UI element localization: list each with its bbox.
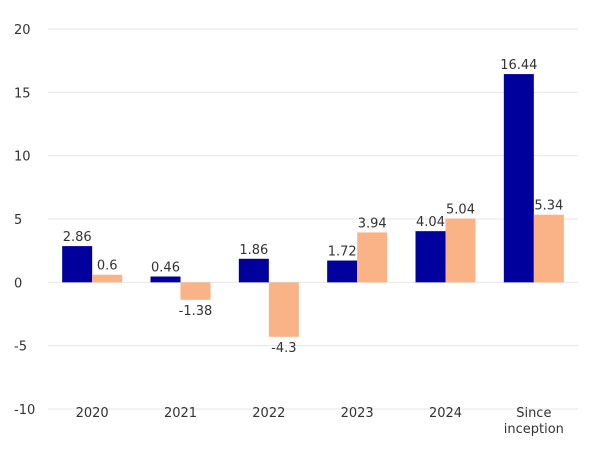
data-label: 1.86: [239, 243, 268, 258]
x-category-label: 2020: [76, 406, 109, 421]
data-label: 5.34: [534, 199, 563, 214]
data-label: 5.04: [446, 202, 475, 217]
y-axis-ticks: 20 15 10 5 0 -5 -10: [14, 23, 35, 418]
y-tick-label: 5: [14, 213, 22, 228]
y-tick-label: -5: [14, 340, 27, 355]
y-tick-label: 10: [14, 150, 31, 165]
y-tick-label: 0: [14, 276, 22, 291]
y-tick-label: 15: [14, 86, 31, 101]
bar: [357, 232, 388, 283]
data-label: 0.6: [97, 259, 118, 274]
x-category-line: inception: [504, 422, 564, 437]
data-label: 16.44: [500, 58, 537, 73]
gridlines: [48, 28, 578, 410]
data-label: -4.3: [271, 341, 296, 356]
data-labels: 2.86 0.6 0.46 -1.38 1.86 -4.3 1.723.94 4.045.04…: [63, 58, 564, 356]
x-axis-categories: 2020 2021 2022 2023 2024 Since inception: [76, 406, 564, 437]
data-label: 3.94: [358, 216, 387, 231]
data-label: 4.04: [416, 215, 445, 230]
x-category-label: 2022: [252, 406, 285, 421]
bar: [503, 74, 534, 283]
data-label: 2.86: [63, 230, 92, 245]
data-label: 0.46: [151, 261, 180, 276]
bar: [180, 282, 211, 300]
bars: [62, 74, 564, 337]
x-category-line: 2024: [429, 406, 462, 421]
x-category-label: Since inception: [504, 406, 564, 437]
bar: [62, 246, 93, 283]
x-category-line: Since: [516, 406, 551, 421]
bar: [445, 218, 476, 283]
bar: [92, 274, 123, 283]
x-category-line: 2023: [341, 406, 374, 421]
y-tick-label: 20: [14, 23, 31, 38]
x-category-label: 2024: [429, 406, 462, 421]
bar: [415, 231, 446, 283]
data-label: 1.72: [328, 245, 357, 260]
y-tick-label: -10: [14, 403, 35, 418]
x-category-label: 2021: [164, 406, 197, 421]
x-category-line: 2020: [76, 406, 109, 421]
bar: [150, 276, 181, 283]
x-category-line: 2021: [164, 406, 197, 421]
x-category-label: 2023: [341, 406, 374, 421]
data-label: -1.38: [179, 304, 213, 319]
bar: [533, 214, 564, 283]
bar: [327, 260, 358, 283]
bar: [238, 258, 269, 283]
x-category-line: 2022: [252, 406, 285, 421]
bar: [268, 282, 299, 337]
